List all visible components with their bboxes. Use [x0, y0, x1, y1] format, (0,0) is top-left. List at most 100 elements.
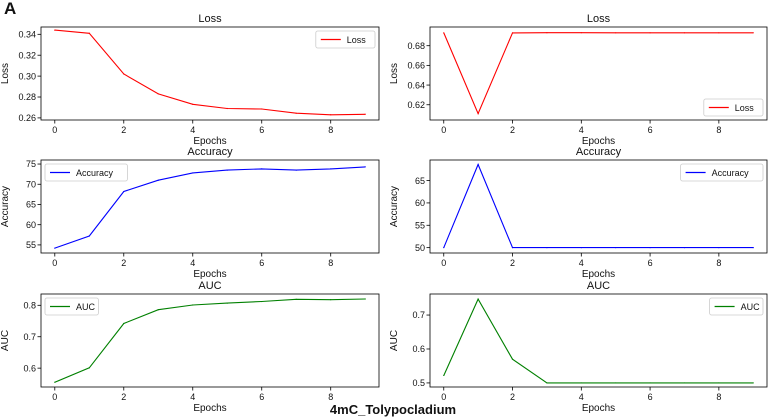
legend-label: Loss — [347, 35, 367, 45]
data-point — [364, 166, 366, 168]
data-point — [364, 113, 366, 115]
data-point — [649, 32, 651, 34]
data-point — [226, 169, 228, 171]
y-tick-label: 0.6 — [23, 363, 36, 373]
chart-panel-6: AUC 0 2 4 6 8 0.5 0.6 0.7 Epochs AUC AUC — [389, 280, 768, 414]
x-tick-label: 6 — [259, 258, 264, 268]
data-point — [580, 247, 582, 249]
y-tick-label: 55 — [26, 240, 36, 250]
legend-label: Accuracy — [712, 168, 750, 178]
legend: Accuracy — [44, 163, 128, 182]
x-tick-label: 6 — [648, 392, 653, 402]
x-tick-label: 2 — [510, 392, 515, 402]
y-tick-label: 0.30 — [18, 71, 36, 81]
x-tick-label: 0 — [441, 125, 446, 135]
data-point — [226, 302, 228, 304]
x-axis-label: Epochs — [582, 269, 615, 280]
x-axis-label: Epochs — [582, 403, 615, 414]
data-point — [718, 32, 720, 34]
x-tick-label: 8 — [328, 125, 333, 135]
data-point — [54, 381, 56, 383]
data-point — [157, 179, 159, 181]
plot-frame — [429, 159, 768, 254]
y-tick-label: 0.7 — [412, 310, 425, 320]
series-line-accuracy — [54, 166, 366, 249]
data-point — [261, 108, 263, 110]
data-point — [192, 172, 194, 174]
y-axis-label: Loss — [0, 63, 11, 84]
y-tick-label: 60 — [415, 198, 425, 208]
data-point — [192, 304, 194, 306]
x-tick-label: 4 — [579, 258, 584, 268]
legend-label: AUC — [741, 302, 761, 312]
data-point — [615, 382, 617, 384]
y-tick-label: 0.66 — [407, 61, 425, 71]
x-tick-label: 6 — [259, 125, 264, 135]
data-point — [546, 32, 548, 34]
data-point — [511, 358, 514, 360]
y-tick-label: 0.5 — [412, 378, 425, 388]
data-point — [123, 190, 125, 193]
legend: Accuracy — [680, 163, 764, 182]
x-tick-label: 2 — [121, 258, 126, 268]
y-axis-label: AUC — [0, 330, 11, 351]
y-tick-label: 0.28 — [18, 92, 36, 102]
series-line-accuracy — [443, 163, 754, 249]
data-point — [443, 32, 445, 34]
legend-label: Accuracy — [76, 168, 114, 178]
plot-frame — [40, 293, 380, 388]
y-tick-label: 0.7 — [23, 332, 36, 342]
y-tick-label: 0.64 — [407, 80, 425, 90]
data-point — [295, 298, 297, 300]
chart-title: Loss — [587, 13, 611, 25]
data-point — [226, 107, 228, 110]
data-point — [683, 32, 686, 34]
x-tick-label: 0 — [52, 125, 57, 135]
x-axis-label: Epochs — [193, 136, 226, 147]
y-tick-label: 50 — [415, 243, 425, 253]
data-point — [477, 298, 479, 300]
series-line-auc — [54, 298, 366, 383]
data-point — [88, 367, 90, 369]
legend-box — [315, 30, 376, 49]
x-tick-label: 4 — [190, 125, 195, 135]
data-point — [615, 247, 617, 249]
data-point — [580, 382, 582, 384]
data-point — [54, 29, 56, 31]
legend: Loss — [703, 98, 764, 117]
x-tick-label: 4 — [579, 125, 584, 135]
data-point — [546, 247, 548, 249]
data-point — [88, 32, 90, 34]
data-point — [718, 382, 720, 384]
chart-panel-2: Loss 0 2 4 6 8 0.62 0.64 0.66 0.68 Epochs Loss Loss — [389, 13, 768, 147]
x-tick-label: 8 — [328, 258, 333, 268]
x-tick-label: 0 — [52, 258, 57, 268]
data-point — [123, 73, 125, 75]
data-point — [546, 382, 548, 384]
x-tick-label: 4 — [579, 392, 584, 402]
chart-panel-1: Loss 0 2 4 6 8 0.26 0.28 0.30 0.32 0.34 Epochs Loss L… — [0, 13, 380, 147]
data-point — [192, 103, 194, 105]
x-tick-label: 2 — [121, 125, 126, 135]
y-tick-label: 0.6 — [412, 344, 425, 354]
legend-box — [709, 297, 764, 316]
data-point — [477, 163, 479, 166]
x-tick-label: 2 — [510, 258, 515, 268]
legend: Loss — [315, 30, 376, 49]
figure-caption: 4mC_Tolypocladium — [330, 402, 456, 417]
x-tick-label: 8 — [328, 392, 333, 402]
x-tick-label: 4 — [190, 258, 195, 268]
data-point — [649, 382, 651, 384]
series-line-auc — [443, 297, 754, 384]
series-line-loss — [443, 32, 754, 116]
chart-title: Accuracy — [576, 146, 622, 158]
data-point — [511, 32, 514, 34]
chart-panel-4: Accuracy 0 2 4 6 8 50 55 60 65 Epochs Accuracy Accur… — [389, 146, 768, 280]
plot-frame — [429, 26, 768, 121]
y-tick-label: 65 — [26, 200, 36, 210]
y-axis-label: AUC — [389, 330, 400, 351]
data-point — [580, 32, 582, 34]
x-tick-label: 0 — [52, 392, 57, 402]
y-tick-label: 0.8 — [23, 301, 36, 311]
